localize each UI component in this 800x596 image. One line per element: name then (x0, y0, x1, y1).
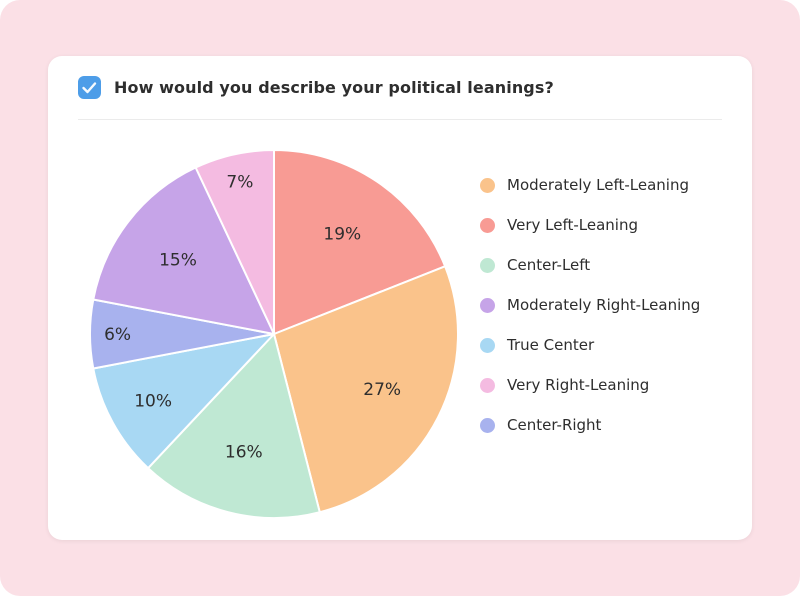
legend-item-moderately-right-leaning[interactable]: Moderately Right-Leaning (480, 294, 700, 316)
legend-item-center-right[interactable]: Center-Right (480, 414, 700, 436)
legend-label: Very Right-Leaning (507, 376, 650, 394)
legend-item-very-left-leaning[interactable]: Very Left-Leaning (480, 214, 700, 236)
question-header: How would you describe your political le… (48, 56, 752, 119)
pie-slice-value-label: 15% (159, 251, 197, 271)
pie-slice-very-left-leaning[interactable] (273, 149, 447, 335)
legend-swatch (480, 297, 495, 313)
pie-chart-svg: 19% 27% 16% 10% 6% 15% 7% (89, 149, 459, 519)
legend-swatch (480, 377, 495, 393)
pie-slice-value-label: 6% (104, 325, 131, 345)
pie-slice-value-label: 16% (225, 443, 263, 463)
pie-slice-value-label: 19% (323, 225, 361, 245)
legend-label: Very Left-Leaning (507, 216, 638, 234)
question-title: How would you describe your political le… (114, 78, 554, 97)
header-divider (78, 119, 722, 120)
legend-label: Center-Right (507, 416, 602, 434)
pie-slice-moderately-left-leaning[interactable] (273, 265, 459, 514)
legend-swatch (480, 337, 495, 353)
pie-slice-value-label: 7% (226, 172, 253, 192)
chart-legend: Moderately Left-Leaning Very Left-Leanin… (480, 144, 700, 524)
checkbox-icon (78, 76, 101, 99)
legend-label: Moderately Left-Leaning (507, 176, 689, 194)
pie-slice-very-right-leaning[interactable] (194, 149, 275, 335)
pie-slice-true-center[interactable] (92, 333, 275, 470)
pie-slice-moderately-right-leaning[interactable] (92, 166, 275, 335)
legend-item-center-left[interactable]: Center-Left (480, 254, 700, 276)
pie-slice-center-left[interactable] (147, 333, 321, 519)
question-results-card: How would you describe your political le… (48, 56, 752, 540)
pie-chart: 19% 27% 16% 10% 6% 15% 7% (84, 144, 464, 524)
legend-item-very-right-leaning[interactable]: Very Right-Leaning (480, 374, 700, 396)
legend-label: True Center (507, 336, 595, 354)
legend-item-true-center[interactable]: True Center (480, 334, 700, 356)
legend-swatch (480, 217, 495, 233)
pie-slice-value-label: 27% (363, 380, 401, 400)
pie-slice-value-label: 10% (134, 392, 172, 412)
legend-swatch (480, 177, 495, 193)
legend-label: Center-Left (507, 256, 591, 274)
legend-swatch (480, 417, 495, 433)
legend-swatch (480, 257, 495, 273)
legend-label: Moderately Right-Leaning (507, 296, 701, 314)
chart-area: 19% 27% 16% 10% 6% 15% 7% Moderately Left-Lean… (48, 120, 752, 524)
legend-item-moderately-left-leaning[interactable]: Moderately Left-Leaning (480, 174, 700, 196)
